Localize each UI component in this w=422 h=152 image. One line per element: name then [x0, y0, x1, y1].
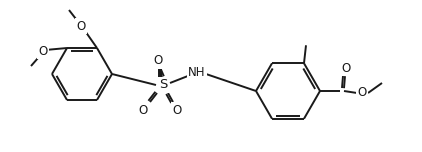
- Text: O: O: [172, 104, 181, 116]
- Text: O: O: [76, 19, 86, 33]
- Text: S: S: [159, 78, 167, 92]
- Text: O: O: [153, 55, 162, 67]
- Text: O: O: [38, 45, 48, 57]
- Text: O: O: [341, 62, 351, 74]
- Text: O: O: [138, 104, 148, 116]
- Text: O: O: [357, 86, 367, 100]
- Text: NH: NH: [188, 66, 206, 78]
